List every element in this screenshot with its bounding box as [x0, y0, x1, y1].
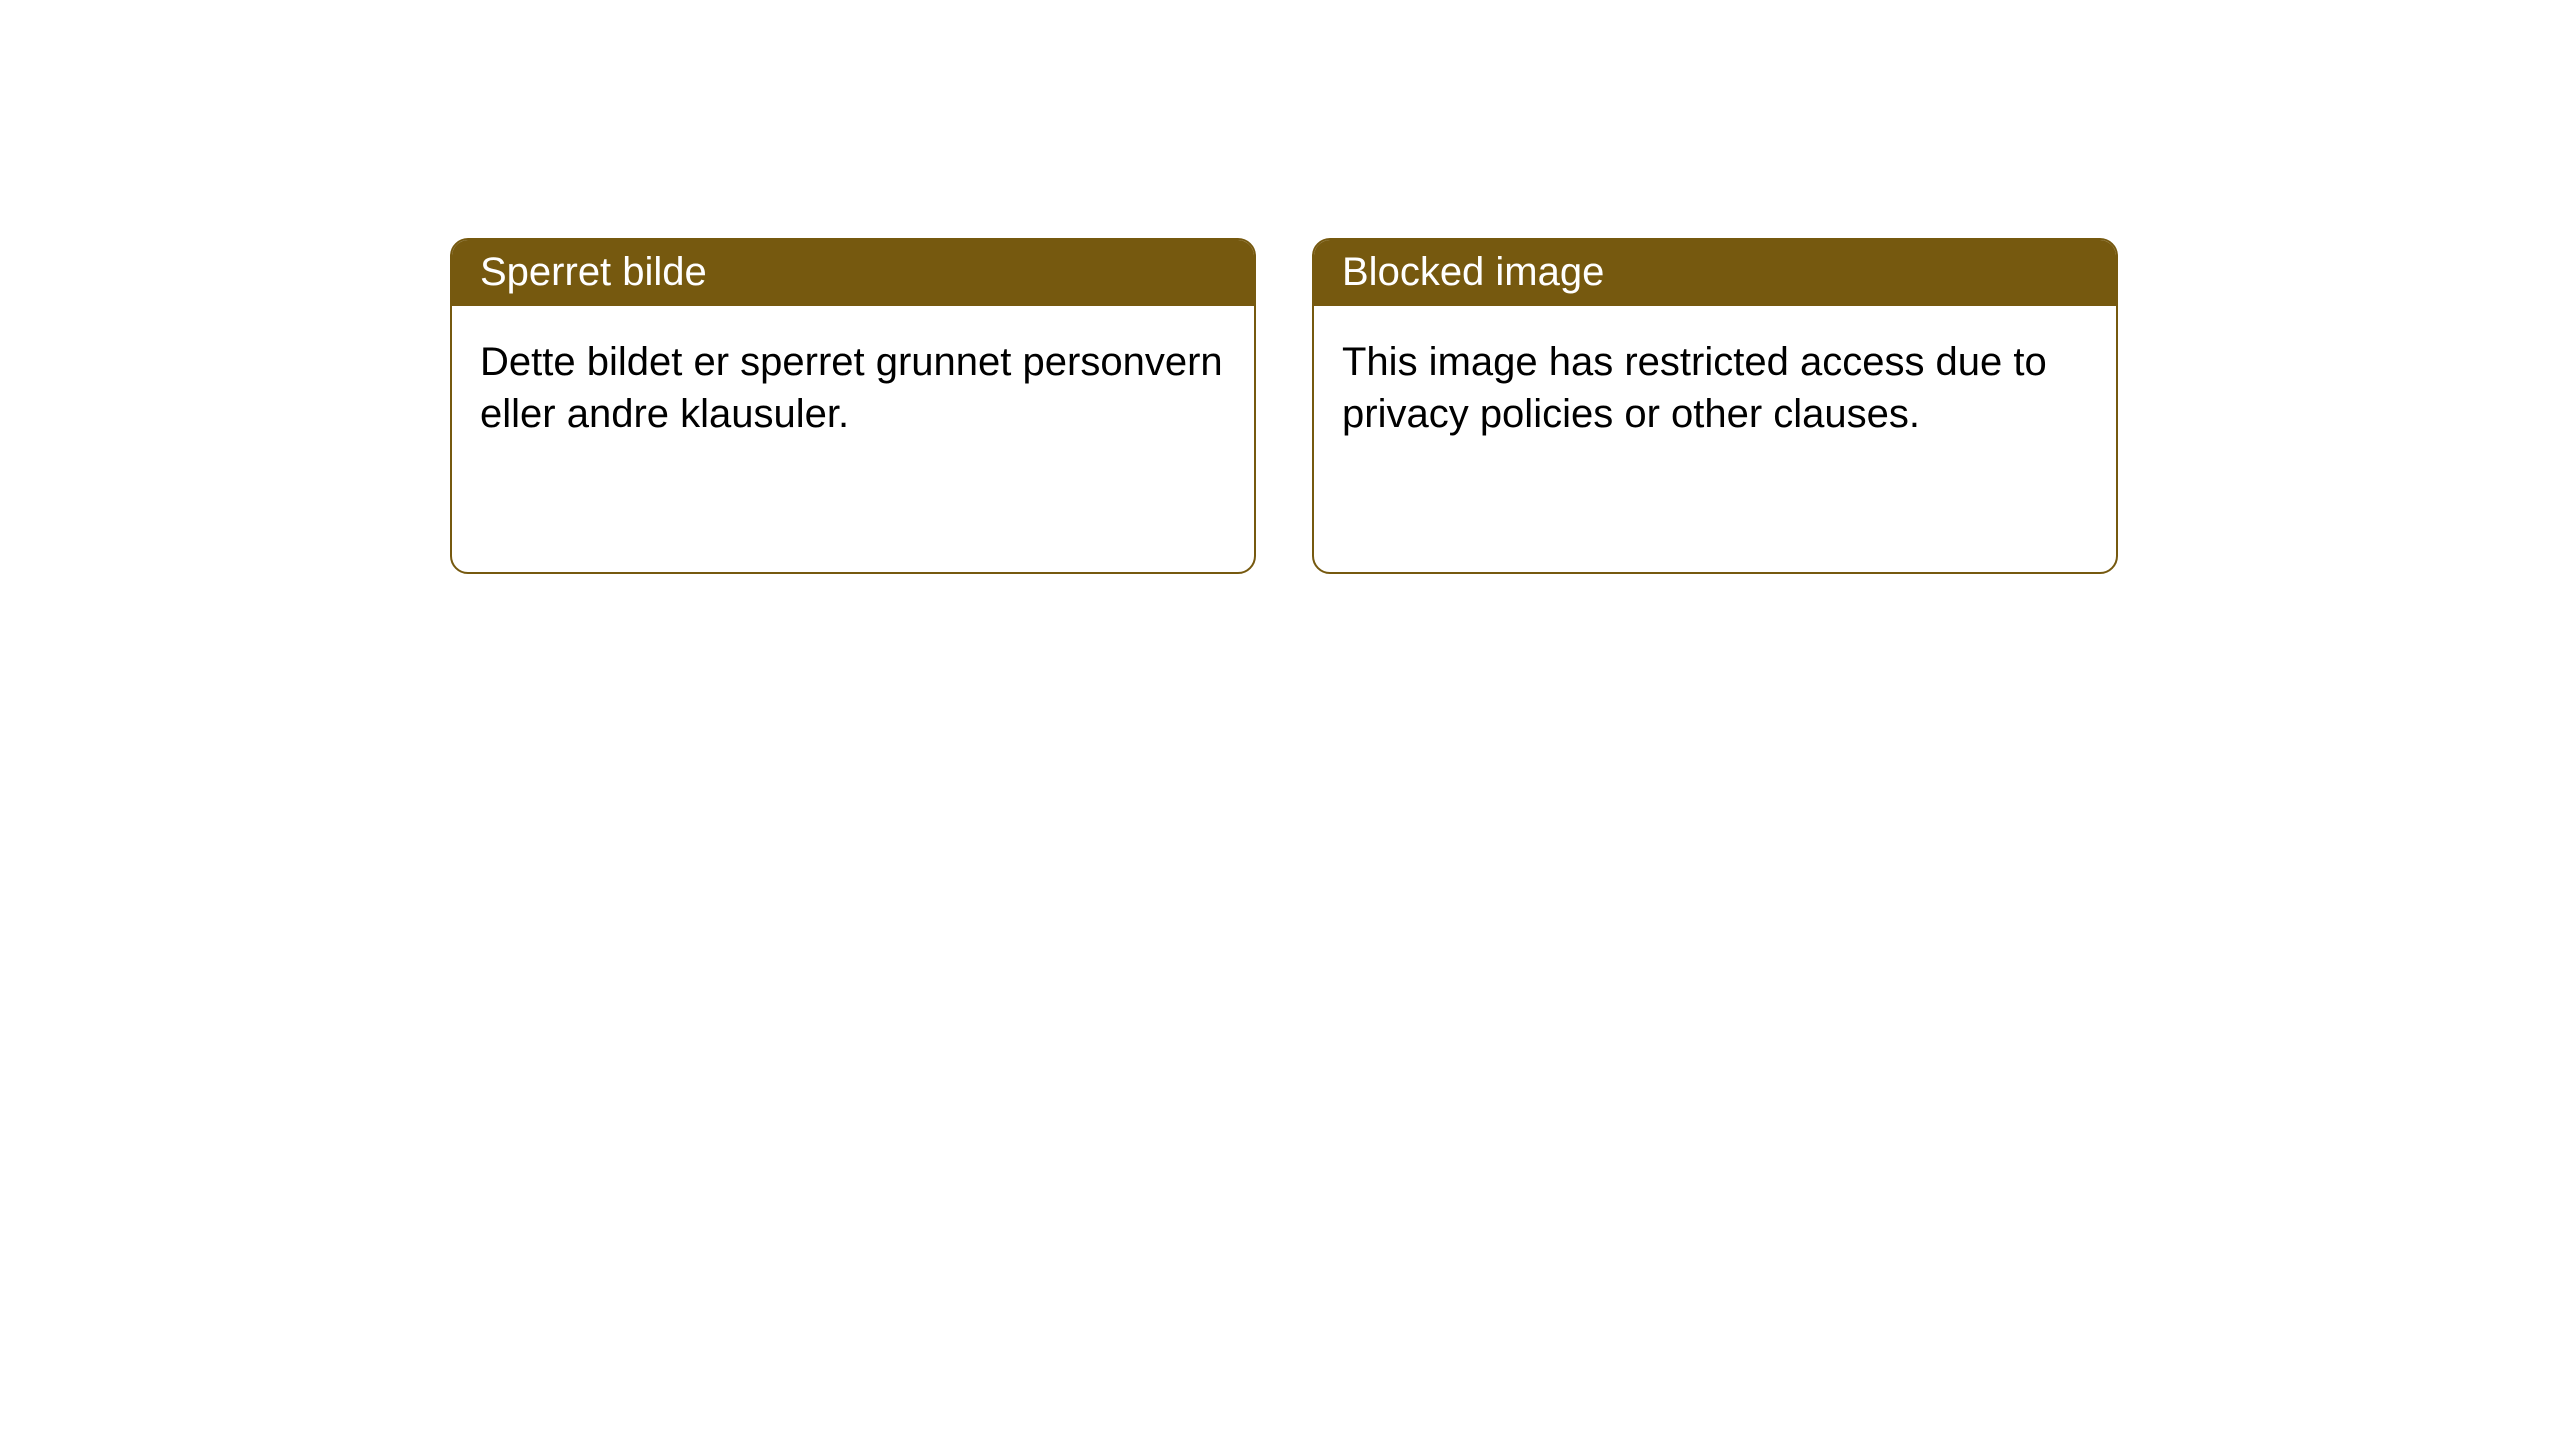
- notice-header-norwegian: Sperret bilde: [452, 240, 1254, 306]
- notice-container: Sperret bilde Dette bildet er sperret gr…: [0, 0, 2560, 574]
- notice-body-english: This image has restricted access due to …: [1314, 306, 2116, 470]
- notice-card-norwegian: Sperret bilde Dette bildet er sperret gr…: [450, 238, 1256, 574]
- notice-body-norwegian: Dette bildet er sperret grunnet personve…: [452, 306, 1254, 470]
- notice-card-english: Blocked image This image has restricted …: [1312, 238, 2118, 574]
- notice-header-english: Blocked image: [1314, 240, 2116, 306]
